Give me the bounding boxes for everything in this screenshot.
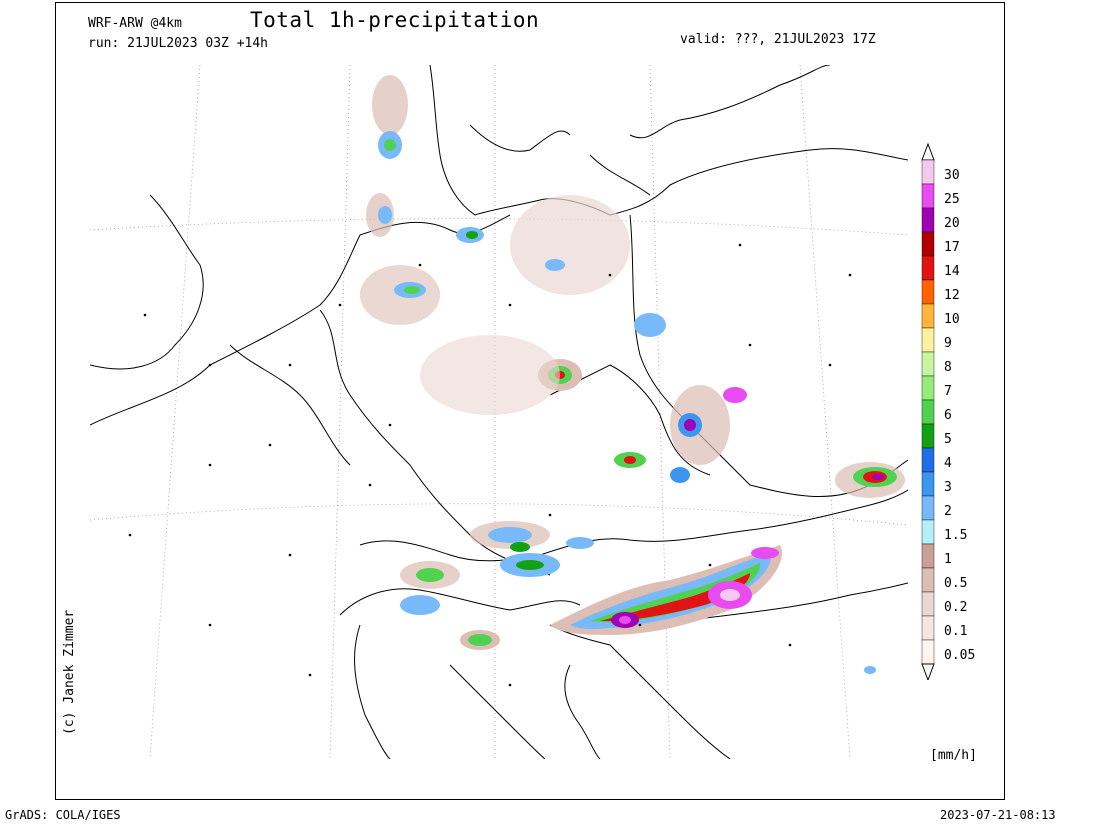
legend-level-label: 17 <box>944 240 960 255</box>
valid-label: valid: ???, 21JUL2023 17Z <box>680 32 876 47</box>
software-label: GrADS: COLA/IGES <box>5 808 121 822</box>
legend-bottom-arrow <box>921 663 935 682</box>
legend-level-label: 0.2 <box>944 600 968 615</box>
legend-swatch <box>921 303 935 329</box>
legend-top-arrow <box>921 142 935 161</box>
legend-swatch <box>921 591 935 617</box>
color-legend <box>918 140 938 684</box>
legend-swatch <box>921 423 935 449</box>
legend-swatch <box>921 519 935 545</box>
legend-swatch <box>921 279 935 305</box>
legend-level-label: 12 <box>944 288 960 303</box>
legend-level-label: 3 <box>944 480 952 495</box>
legend-swatch <box>921 543 935 569</box>
legend-swatch <box>921 375 935 401</box>
legend-swatch <box>921 399 935 425</box>
precipitation-field <box>360 75 905 674</box>
legend-level-label: 8 <box>944 360 952 375</box>
legend-level-label: 4 <box>944 456 952 471</box>
legend-level-label: 0.1 <box>944 624 968 639</box>
legend-swatch <box>921 447 935 473</box>
run-label: run: 21JUL2023 03Z +14h <box>88 36 269 51</box>
legend-swatch <box>921 231 935 257</box>
legend-level-label: 9 <box>944 336 952 351</box>
legend-level-label: 1.5 <box>944 528 968 543</box>
units-label: [mm/h] <box>930 748 977 763</box>
legend-swatch <box>921 567 935 593</box>
legend-level-label: 30 <box>944 168 960 183</box>
legend-level-label: 7 <box>944 384 952 399</box>
legend-swatch <box>921 255 935 281</box>
legend-swatch <box>921 183 935 209</box>
legend-level-label: 1 <box>944 552 952 567</box>
legend-level-label: 0.05 <box>944 648 976 663</box>
timestamp-label: 2023-07-21-08:13 <box>940 808 1056 822</box>
legend-level-label: 20 <box>944 216 960 231</box>
legend-swatch <box>921 471 935 497</box>
legend-level-label: 0.5 <box>944 576 968 591</box>
legend-swatch <box>921 615 935 641</box>
legend-level-label: 14 <box>944 264 960 279</box>
legend-level-label: 6 <box>944 408 952 423</box>
credit-label: (c) Janek Zimmer <box>62 609 77 735</box>
precipitation-map <box>90 65 908 759</box>
model-label: WRF-ARW @4km <box>88 16 182 31</box>
legend-level-label: 10 <box>944 312 960 327</box>
legend-swatch <box>921 327 935 353</box>
legend-swatch <box>921 207 935 233</box>
legend-swatch <box>921 351 935 377</box>
legend-swatch <box>921 495 935 521</box>
legend-level-label: 25 <box>944 192 960 207</box>
legend-swatch <box>921 159 935 185</box>
legend-level-label: 2 <box>944 504 952 519</box>
color-legend-bar <box>921 142 935 682</box>
legend-swatch <box>921 639 935 665</box>
city-markers <box>128 243 852 687</box>
legend-level-label: 5 <box>944 432 952 447</box>
plot-frame <box>55 2 1005 800</box>
map-title: Total 1h-precipitation <box>250 8 540 32</box>
